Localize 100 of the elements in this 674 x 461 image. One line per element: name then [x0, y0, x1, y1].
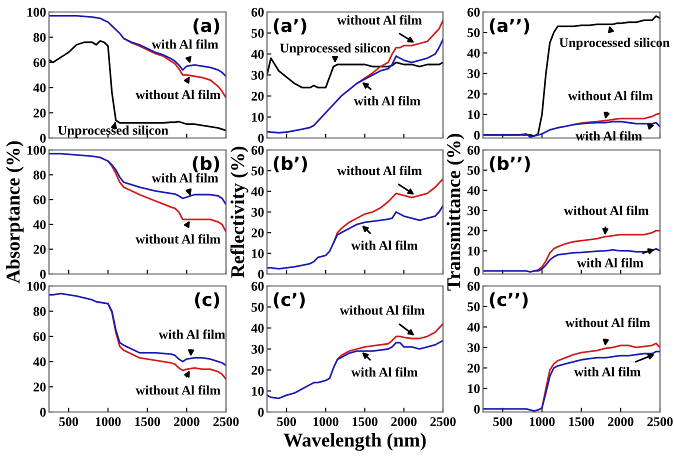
- y-tick-label: 40: [251, 324, 264, 333]
- annotation: with Al film: [574, 366, 641, 376]
- y-tick-label: 20: [34, 382, 46, 392]
- y-tick-label: 100: [27, 146, 46, 155]
- y-tick-label: 0: [40, 134, 46, 143]
- annotation: without Al film: [565, 318, 650, 328]
- y-tick-label: 50: [468, 302, 480, 312]
- y-tick-label: 10: [468, 246, 480, 256]
- chart-title: (b): [192, 156, 220, 172]
- chart-title: (a): [194, 18, 220, 34]
- annotation: without Al film: [337, 15, 422, 25]
- y-tick-label: 60: [33, 195, 46, 204]
- annotation: without Al film: [136, 385, 220, 395]
- annotation: with Al film: [354, 96, 420, 106]
- y-tick-label: 60: [33, 332, 46, 342]
- y-tick-label: 40: [251, 187, 264, 196]
- y-tick-label: 60: [251, 282, 264, 291]
- x-tick-label: 2500: [213, 417, 239, 426]
- annotation: with Al film: [351, 240, 418, 250]
- line-series: [336, 322, 443, 360]
- y-tick-label: 40: [251, 50, 264, 59]
- annotation: without Al film: [568, 90, 653, 100]
- y-tick-label: 30: [252, 70, 264, 80]
- chart-title: (b’): [274, 156, 308, 172]
- x-tick-label: 500: [493, 417, 512, 426]
- annotation: Unprocessed silicon: [58, 125, 168, 138]
- y-tick-label: 0: [40, 408, 46, 417]
- y-tick-label: 0: [40, 270, 46, 279]
- chart-title: (c’’): [490, 292, 528, 308]
- y-tick-label: 50: [252, 28, 264, 38]
- y-tick-label: 20: [468, 90, 480, 99]
- line-series: [267, 340, 443, 400]
- y-tick-label: 40: [467, 48, 480, 58]
- chart-title: (b’’): [490, 156, 530, 172]
- y-tick-label: 100: [27, 8, 46, 17]
- y-tick-label: 30: [468, 69, 480, 78]
- line-series: [49, 14, 226, 78]
- annotation: without Al film: [337, 166, 422, 176]
- line-series: [49, 152, 226, 206]
- y-axis-title: Absorptance (%): [6, 141, 24, 284]
- y-tick-label: 20: [468, 364, 480, 373]
- annotation: without Al film: [136, 234, 220, 244]
- y-tick-label: 30: [468, 343, 480, 352]
- x-tick-label: 1000: [530, 417, 555, 426]
- chart-title: (c’): [274, 292, 305, 308]
- annotation: with Al film: [351, 367, 418, 377]
- y-tick-label: 60: [251, 8, 264, 17]
- y-tick-label: 60: [251, 146, 264, 155]
- line-series: [541, 342, 660, 409]
- y-tick-label: 0: [474, 130, 480, 140]
- chart-title: (a’): [274, 18, 306, 34]
- y-tick-label: 50: [468, 166, 480, 175]
- y-tick-label: 0: [258, 270, 264, 279]
- x-tick-label: 1000: [96, 417, 121, 426]
- x-tick-label: 1500: [569, 417, 594, 426]
- y-tick-label: 80: [33, 307, 46, 316]
- y-tick-label: 50: [468, 28, 480, 38]
- y-tick-label: 20: [252, 228, 264, 238]
- y-tick-label: 0: [474, 404, 480, 414]
- y-tick-label: 60: [467, 146, 480, 155]
- y-tick-label: 20: [468, 226, 480, 236]
- annotation: without Al film: [136, 90, 220, 100]
- chart-title: (a’’): [490, 18, 530, 34]
- x-tick-label: 1500: [135, 417, 160, 426]
- line-series: [533, 230, 660, 272]
- x-tick-label: 2500: [647, 417, 673, 426]
- y-tick-label: 40: [33, 83, 46, 92]
- y-tick-label: 20: [252, 366, 264, 375]
- y-tick-label: 30: [468, 206, 480, 216]
- y-tick-label: 10: [468, 384, 480, 394]
- x-tick-label: 2000: [391, 417, 417, 426]
- y-tick-label: 10: [252, 249, 264, 258]
- y-tick-label: 10: [468, 110, 480, 120]
- annotation: with Al film: [576, 258, 644, 268]
- x-tick-label: 1500: [352, 417, 378, 426]
- y-tick-label: 60: [467, 282, 480, 291]
- x-tick-label: 1000: [314, 417, 338, 426]
- y-tick-label: 40: [33, 220, 46, 230]
- x-axis-title: Wavelength (nm): [284, 432, 426, 451]
- y-tick-label: 100: [27, 282, 46, 291]
- line-series: [267, 204, 443, 270]
- y-tick-label: 0: [258, 134, 264, 143]
- y-tick-label: 0: [474, 266, 480, 276]
- y-tick-label: 10: [252, 112, 264, 122]
- annotation: with Al film: [152, 173, 218, 183]
- y-tick-label: 30: [252, 344, 264, 354]
- y-tick-label: 20: [34, 245, 46, 254]
- y-tick-label: 60: [467, 8, 480, 17]
- y-tick-label: 40: [467, 322, 480, 332]
- x-tick-label: 500: [277, 417, 296, 426]
- x-tick-label: 2000: [608, 417, 634, 426]
- y-tick-label: 50: [252, 302, 264, 312]
- x-tick-label: 2000: [174, 417, 200, 426]
- y-tick-label: 10: [252, 386, 264, 396]
- x-tick-label: 500: [59, 417, 78, 426]
- y-tick-label: 60: [33, 58, 46, 68]
- x-tick-label: 2500: [430, 417, 456, 426]
- y-tick-label: 30: [252, 208, 264, 217]
- chart-title: (c): [195, 292, 220, 308]
- y-tick-label: 20: [252, 92, 264, 101]
